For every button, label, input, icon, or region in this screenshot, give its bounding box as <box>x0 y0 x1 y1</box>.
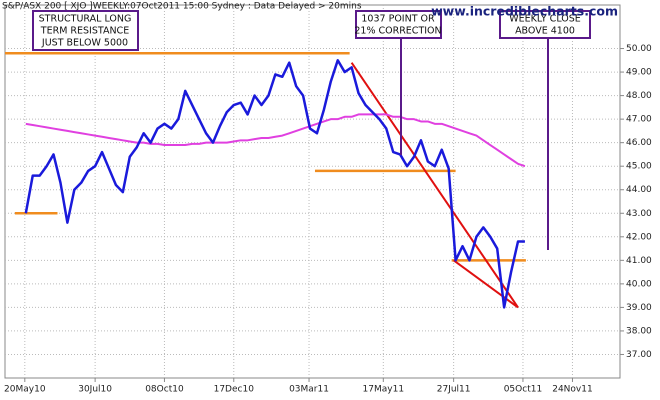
annotation-text: JUST BELOW 5000 <box>41 38 128 49</box>
grid <box>5 5 620 378</box>
x-tick-label: 24Nov11 <box>552 385 592 395</box>
x-tick-label: 17May11 <box>363 385 405 395</box>
annotation-box <box>355 10 442 39</box>
marks <box>5 51 526 309</box>
annotations: STRUCTURAL LONG TERM RESISTANCE JUST BEL… <box>32 10 591 250</box>
x-tick-label: 05Oct11 <box>504 385 542 395</box>
y-tick-label: 44.00 <box>626 185 652 195</box>
trend-line <box>453 259 519 309</box>
price-line <box>24 59 525 309</box>
x-tick-label: 20May10 <box>4 385 46 395</box>
y-tick-label: 49.00 <box>626 68 652 78</box>
y-tick-label: 50.00 <box>626 44 652 54</box>
annotation-text: 21% CORRECTION <box>354 26 441 37</box>
y-tick-label: 39.00 <box>626 303 652 313</box>
x-tick-label: 17Dec10 <box>214 385 255 395</box>
y-tick-label: 41.00 <box>626 256 652 266</box>
annotation-box <box>499 10 591 39</box>
annotation-box <box>32 10 139 51</box>
annotation-text: TERM RESISTANCE <box>40 26 129 37</box>
y-tick-label: 45.00 <box>626 162 652 172</box>
y-tick-label: 46.00 <box>626 138 652 148</box>
x-tick-label: 03Mar11 <box>289 385 329 395</box>
trend-line <box>350 62 519 308</box>
annotation-text: STRUCTURAL LONG <box>39 14 132 25</box>
moving-average-line <box>25 113 526 168</box>
x-tick-label: 27Jul11 <box>437 385 471 395</box>
x-tick-label: 08Oct10 <box>145 385 184 395</box>
plot-area <box>4 4 621 379</box>
y-tick-label: 37.00 <box>626 350 652 360</box>
y-tick-label: 38.00 <box>626 326 652 336</box>
watermark: www.incrediblecharts.com <box>431 4 618 19</box>
y-tick-label: 40.00 <box>626 279 652 289</box>
y-tick-label: 43.00 <box>626 209 652 219</box>
annotation-text: WEEKLY CLOSE <box>509 14 581 25</box>
y-tick-label: 47.00 <box>626 115 652 125</box>
chart-title: S&P/ASX 200 [ XJO ]WEEKLY:07Oct2011 15:0… <box>2 2 362 12</box>
annotation-text: ABOVE 4100 <box>515 26 575 37</box>
y-tick-label: 42.00 <box>626 232 652 242</box>
y-tick-label: 48.00 <box>626 91 652 101</box>
annotation-text: 1037 POINT OR <box>361 14 435 25</box>
x-tick-label: 30Jul10 <box>78 385 112 395</box>
